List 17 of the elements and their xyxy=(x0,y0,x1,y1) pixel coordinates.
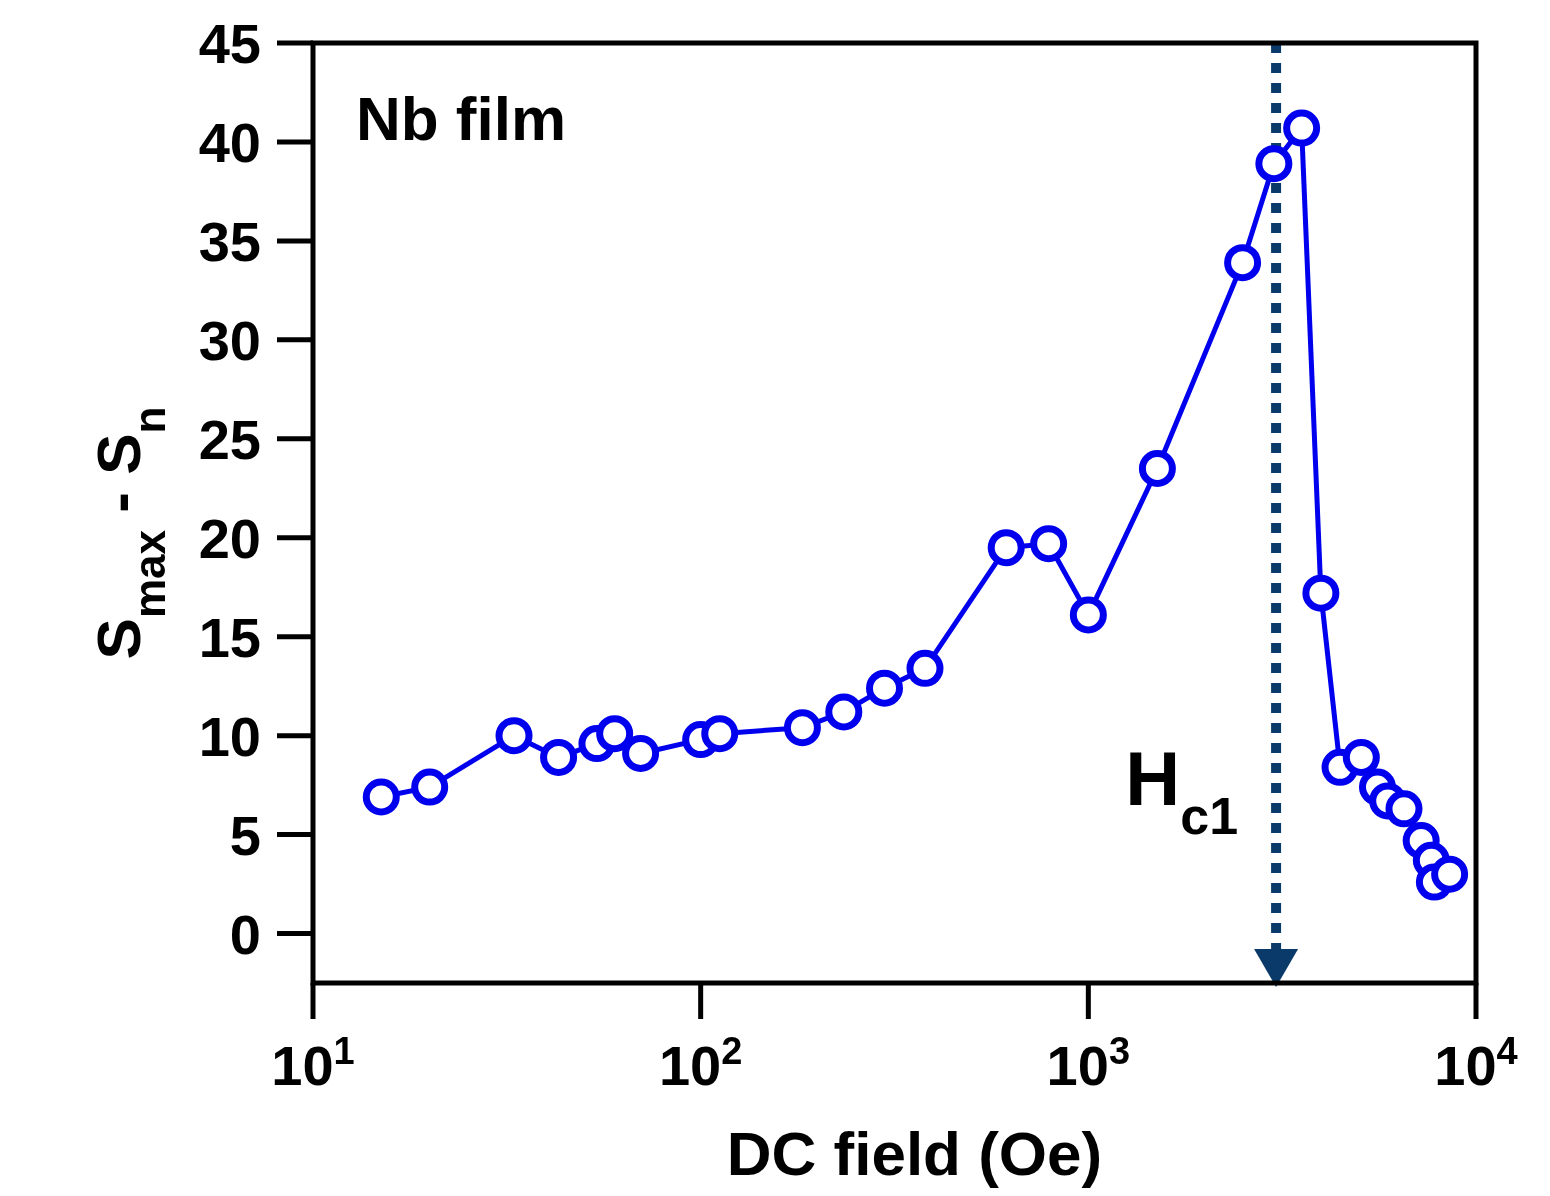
x-axis-title: DC field (Oe) xyxy=(726,1119,1103,1188)
x-tick-label: 10$^{2}$ xyxy=(658,1030,743,1097)
y-tick-label: 35 xyxy=(198,209,261,273)
y-tick-label: 45 xyxy=(198,12,261,75)
y-tick-label: 15 xyxy=(198,605,261,669)
y-tick-label: 5 xyxy=(229,803,261,867)
x-tick-label: 10$^{4}$ xyxy=(1434,1030,1518,1097)
y-tick-label: 25 xyxy=(198,407,261,471)
annotation: Nb film xyxy=(356,84,567,153)
y-tick-label: 0 xyxy=(229,902,261,966)
y-tick-label: 10 xyxy=(198,704,261,768)
y-tick-label: 20 xyxy=(198,506,261,570)
y-tick-label: 40 xyxy=(198,110,261,174)
ref-line-label: H$_{c1}$ xyxy=(1125,736,1239,845)
y-tick-label: 30 xyxy=(198,308,261,372)
x-tick-label: 10$^{3}$ xyxy=(1046,1030,1131,1097)
x-tick-label: 10$^{1}$ xyxy=(271,1030,355,1097)
